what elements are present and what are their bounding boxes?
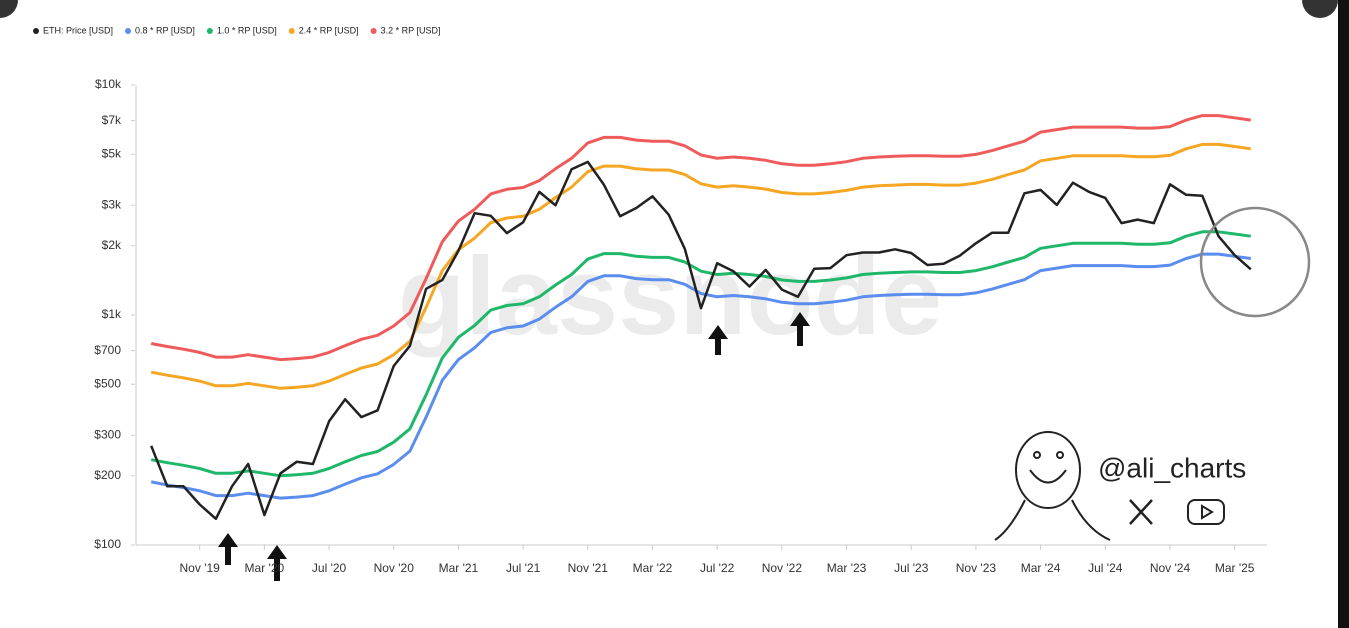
y-tick-label: $500 — [94, 376, 121, 390]
avatar — [994, 431, 1111, 541]
y-tick-label: $700 — [94, 343, 121, 357]
x-tick-label: Jul '24 — [1088, 561, 1123, 575]
arrows — [218, 312, 810, 581]
legend-swatch — [33, 28, 39, 34]
legend-label: 1.0 * RP [USD] — [217, 25, 277, 35]
x-tick-label: Nov '21 — [568, 561, 609, 575]
x-tick-label: Jul '22 — [700, 561, 735, 575]
legend-label: 3.2 * RP [USD] — [381, 25, 441, 35]
legend-label: ETH: Price [USD] — [43, 25, 113, 35]
corner — [1302, 0, 1338, 18]
series-line — [150, 230, 1252, 478]
legend-label: 0.8 * RP [USD] — [135, 25, 195, 35]
x-tick-label: Nov '20 — [374, 561, 415, 575]
series-line — [150, 142, 1252, 390]
x-tick-label: Mar '25 — [1215, 561, 1255, 575]
series-line — [150, 114, 1252, 362]
youtube-icon — [1187, 499, 1225, 525]
series-line — [150, 160, 1252, 521]
x-tick-label: Jul '23 — [894, 561, 929, 575]
y-tick-label: $2k — [102, 238, 122, 252]
x-icon — [1129, 499, 1153, 525]
x-tick-label: Nov '24 — [1150, 561, 1191, 575]
x-tick-label: Nov '22 — [762, 561, 803, 575]
x-tick-label: Nov '23 — [956, 561, 997, 575]
legend-swatch — [288, 28, 295, 34]
y-tick-label: $3k — [102, 197, 122, 211]
x-tick-label: Mar '24 — [1021, 561, 1061, 575]
y-tick-label: $1k — [102, 307, 122, 321]
x-tick-label: Jul '21 — [506, 561, 541, 575]
x-tick-label: Mar '23 — [827, 561, 867, 575]
highlight-circle — [1199, 206, 1311, 318]
edge — [1338, 0, 1349, 628]
legend-swatch — [370, 28, 377, 34]
legend-label: 2.4 * RP [USD] — [299, 25, 359, 35]
handle: @ali_charts — [1098, 452, 1246, 483]
y-tick-label: $7k — [102, 113, 122, 127]
y-tick-label: $200 — [94, 468, 121, 482]
corner — [0, 0, 18, 18]
y-tick-label: $100 — [94, 537, 121, 551]
y-tick-label: $10k — [95, 77, 122, 91]
x-tick-label: Mar '20 — [245, 561, 285, 575]
y-tick-label: $300 — [94, 427, 121, 441]
x-tick-label: Jul '20 — [312, 561, 347, 575]
series-line — [150, 252, 1252, 500]
x-tick-label: Mar '22 — [633, 561, 673, 575]
x-tick-label: Mar '21 — [439, 561, 479, 575]
legend-swatch — [206, 28, 213, 34]
y-tick-label: $5k — [102, 146, 122, 160]
youtube-play — [1201, 504, 1214, 520]
legend-swatch — [125, 28, 132, 34]
x-tick-label: Nov '19 — [180, 561, 221, 575]
